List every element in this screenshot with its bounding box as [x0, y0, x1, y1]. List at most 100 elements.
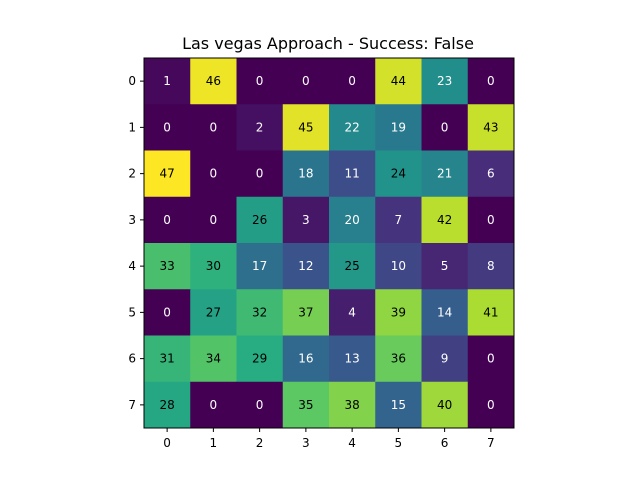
cell-value-label: 0 [487, 398, 495, 412]
heatmap-cell-r2-c2 [236, 150, 284, 198]
cell-value-label: 4 [348, 305, 356, 319]
heatmap-cell-r6-c2 [236, 335, 284, 383]
cell-value-label: 15 [391, 398, 406, 412]
heatmap-cell-r5-c7 [467, 289, 515, 336]
heatmap-cell-r7-c2 [236, 381, 284, 429]
x-tick-label: 2 [256, 436, 264, 450]
y-tick-label: 4 [128, 259, 136, 273]
cell-value-label: 9 [441, 352, 449, 366]
cell-value-label: 0 [210, 213, 218, 227]
cell-value-label: 0 [163, 305, 171, 319]
cell-value-label: 0 [256, 74, 264, 88]
y-tick-label: 0 [128, 74, 136, 88]
heatmap-cell-r2-c4 [329, 150, 376, 198]
y-tick-label: 3 [128, 213, 136, 227]
heatmap-cell-r3-c4 [329, 196, 376, 244]
heatmap-cell-r2-c0 [144, 150, 191, 198]
y-tick-label: 6 [128, 352, 136, 366]
cell-value-label: 24 [391, 167, 406, 181]
cell-value-label: 47 [159, 167, 174, 181]
heatmap-cell-r4-c5 [375, 243, 422, 290]
y-tick-label: 7 [128, 398, 136, 412]
cell-value-label: 19 [391, 120, 406, 134]
heatmap-cell-r4-c0 [144, 243, 191, 290]
cell-value-label: 33 [159, 259, 174, 273]
cell-value-label: 17 [252, 259, 267, 273]
y-axis: 0 1 2 3 4 5 6 7 [128, 74, 144, 412]
heatmap-cell-r5-c4 [329, 289, 376, 336]
heatmap-cell-r0-c0 [144, 58, 191, 105]
cell-value-label: 40 [437, 398, 452, 412]
heatmap-cell-r0-c2 [236, 58, 284, 105]
cell-value-label: 36 [391, 352, 406, 366]
heatmap-cell-r1-c5 [375, 104, 422, 151]
cell-value-label: 38 [344, 398, 359, 412]
cell-value-label: 7 [395, 213, 403, 227]
heatmap-cell-r7-c6 [421, 381, 469, 429]
heatmap-cell-r4-c2 [236, 243, 284, 290]
cell-value-label: 23 [437, 74, 452, 88]
heatmap-cell-r2-c1 [190, 150, 237, 198]
heatmap-cell-r3-c3 [282, 196, 330, 244]
cell-value-label: 2 [256, 120, 264, 134]
heatmap-cell-r1-c6 [421, 104, 469, 151]
cell-value-label: 16 [298, 352, 313, 366]
cell-value-label: 0 [210, 167, 218, 181]
cell-value-label: 0 [487, 74, 495, 88]
heatmap-cell-r5-c6 [421, 289, 469, 336]
heatmap-cell-r4-c4 [329, 243, 376, 290]
cell-value-label: 32 [252, 305, 267, 319]
heatmap-cell-r1-c3 [282, 104, 330, 151]
cell-value-label: 42 [437, 213, 452, 227]
cell-value-label: 37 [298, 305, 313, 319]
cell-value-label: 0 [210, 398, 218, 412]
heatmap-cell-r3-c5 [375, 196, 422, 244]
heatmap-cell-r0-c1 [190, 58, 237, 105]
heatmap-cell-r2-c6 [421, 150, 469, 198]
heatmap-cell-r3-c7 [467, 196, 515, 244]
heatmap-cell-r0-c5 [375, 58, 422, 105]
cell-value-label: 35 [298, 398, 313, 412]
heatmap-cell-r7-c5 [375, 381, 422, 429]
cell-value-label: 12 [298, 259, 313, 273]
cell-value-label: 0 [163, 120, 171, 134]
cell-value-label: 10 [391, 259, 406, 273]
cell-value-label: 25 [344, 259, 359, 273]
x-tick-label: 6 [441, 436, 449, 450]
cell-value-label: 26 [252, 213, 267, 227]
cell-value-label: 39 [391, 305, 406, 319]
heatmap-cell-r6-c7 [467, 335, 515, 383]
heatmap-cell-r4-c6 [421, 243, 469, 290]
heatmap-cell-r6-c3 [282, 335, 330, 383]
heatmap-cell-r6-c4 [329, 335, 376, 383]
cell-value-label: 13 [344, 352, 359, 366]
heatmap-cell-r2-c7 [467, 150, 515, 198]
heatmap-cell-r0-c6 [421, 58, 469, 105]
heatmap-cell-r5-c1 [190, 289, 237, 336]
heatmap-cell-r1-c7 [467, 104, 515, 151]
heatmap-cell-r0-c7 [467, 58, 515, 105]
cell-value-label: 8 [487, 259, 495, 273]
heatmap-cell-r3-c1 [190, 196, 237, 244]
cell-value-label: 0 [487, 352, 495, 366]
x-axis: 0 1 2 3 4 5 6 7 [163, 428, 495, 450]
heatmap-cell-r2-c3 [282, 150, 330, 198]
cell-value-label: 0 [487, 213, 495, 227]
cell-value-label: 27 [206, 305, 221, 319]
heatmap-cell-r2-c5 [375, 150, 422, 198]
heatmap-cell-r5-c5 [375, 289, 422, 336]
heatmap-cell-r1-c4 [329, 104, 376, 151]
x-tick-label: 1 [210, 436, 218, 450]
heatmap-cell-r1-c0 [144, 104, 191, 151]
plot-frame [143, 57, 515, 429]
x-tick-label: 4 [348, 436, 356, 450]
cell-value-label: 21 [437, 167, 452, 181]
x-tick-label: 3 [302, 436, 310, 450]
y-tick-label: 5 [128, 305, 136, 319]
cell-value-label: 0 [256, 167, 264, 181]
y-tick-label: 1 [128, 120, 136, 134]
heatmap-cell-r1-c1 [190, 104, 237, 151]
heatmap-cell-r4-c7 [467, 243, 515, 290]
